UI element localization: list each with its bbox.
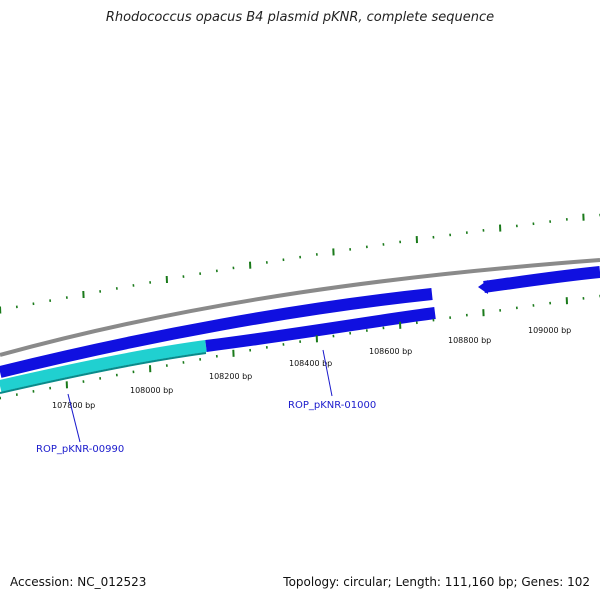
gene-arrow-right-head xyxy=(478,280,488,294)
accession-text: Accession: NC_012523 xyxy=(10,575,147,589)
gene-arrow-right[interactable] xyxy=(483,266,600,293)
gene-label-00990[interactable]: ROP_pKNR-00990 xyxy=(36,444,124,455)
tick-label: 107800 bp xyxy=(52,401,95,410)
tick-label: 108400 bp xyxy=(289,359,332,368)
upper-tick-row xyxy=(0,213,600,314)
tick-label: 108200 bp xyxy=(209,372,252,381)
gene-label-leader xyxy=(67,393,81,443)
gene-cyan-segment[interactable] xyxy=(0,340,207,392)
tick-label: 108800 bp xyxy=(448,336,491,345)
tick-label: 108600 bp xyxy=(369,347,412,356)
gene-arrow-upper[interactable] xyxy=(0,288,433,378)
lower-tick-row xyxy=(0,294,600,400)
gene-label-leader xyxy=(322,349,333,397)
tick-label: 109000 bp xyxy=(528,326,571,335)
tick-label: 108000 bp xyxy=(130,386,173,395)
plasmid-backbone xyxy=(0,258,600,357)
gene-label-01000[interactable]: ROP_pKNR-01000 xyxy=(288,400,376,411)
topology-summary: Topology: circular; Length: 111,160 bp; … xyxy=(283,575,590,589)
gene-blue-lower[interactable] xyxy=(205,307,436,352)
gene-cyan-edge xyxy=(0,352,207,394)
map-title: Rhodococcus opacus B4 plasmid pKNR, comp… xyxy=(105,10,495,25)
